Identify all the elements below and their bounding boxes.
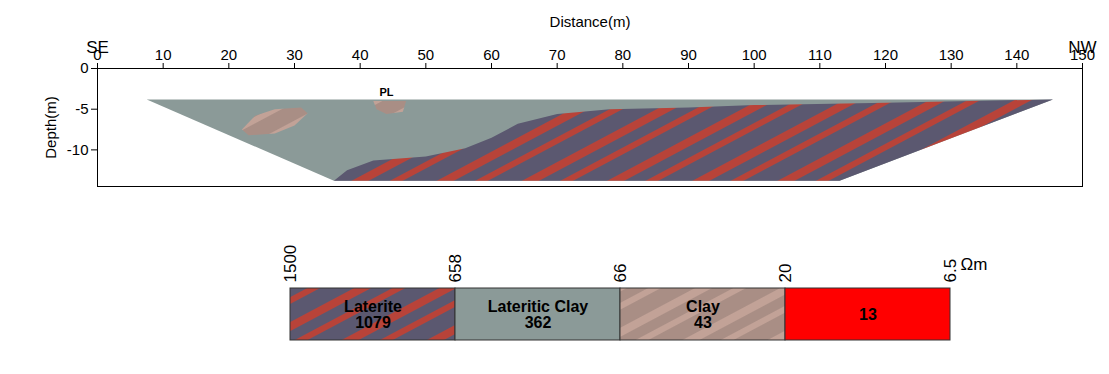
svg-text:130: 130 [939, 46, 964, 63]
svg-text:0: 0 [80, 59, 88, 76]
svg-text:70: 70 [549, 46, 566, 63]
svg-text:66: 66 [611, 264, 630, 283]
svg-text:Distance(m): Distance(m) [550, 13, 631, 30]
svg-text:1500: 1500 [281, 245, 300, 283]
svg-text:Laterite1079: Laterite1079 [344, 298, 402, 331]
svg-text:60: 60 [483, 46, 500, 63]
svg-text:90: 90 [680, 46, 697, 63]
svg-text:658: 658 [446, 254, 465, 282]
svg-text:-5: -5 [75, 100, 88, 117]
svg-text:120: 120 [873, 46, 898, 63]
svg-text:80: 80 [614, 46, 631, 63]
svg-text:40: 40 [352, 46, 369, 63]
svg-text:13: 13 [859, 306, 877, 323]
svg-text:6.5: 6.5 [941, 259, 960, 283]
svg-text:Depth(m): Depth(m) [42, 96, 59, 159]
svg-text:30: 30 [286, 46, 303, 63]
svg-text:Clay43: Clay43 [686, 298, 720, 331]
svg-text:140: 140 [1004, 46, 1029, 63]
svg-text:20: 20 [220, 46, 237, 63]
svg-text:NW: NW [1068, 38, 1096, 57]
svg-text:PL: PL [379, 86, 393, 98]
svg-text:Lateritic Clay362: Lateritic Clay362 [488, 298, 589, 331]
svg-text:50: 50 [417, 46, 434, 63]
svg-text:Ωm: Ωm [961, 255, 988, 274]
svg-text:20: 20 [776, 264, 795, 283]
svg-text:110: 110 [808, 46, 832, 63]
svg-text:-10: -10 [67, 141, 89, 158]
svg-text:SE: SE [86, 38, 109, 57]
svg-text:10: 10 [155, 46, 172, 63]
svg-text:100: 100 [742, 46, 767, 63]
